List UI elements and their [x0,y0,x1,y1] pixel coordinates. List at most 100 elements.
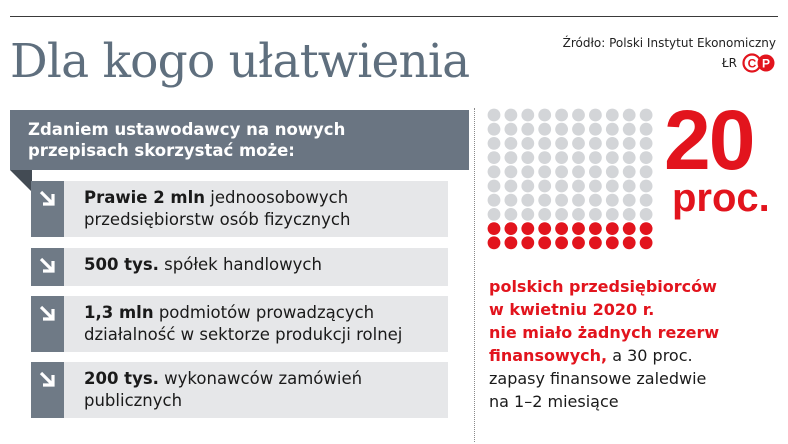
dot [555,151,568,164]
dot [555,208,568,221]
arrow-down-right-icon [31,181,64,237]
svg-text:C: C [748,57,757,71]
dot [504,137,518,150]
dot-highlighted [504,236,518,250]
dot [589,151,602,164]
dot-highlighted [487,236,501,250]
dot [622,108,636,122]
item-description: wykonawców zamówień publicznych [84,369,363,410]
dot [504,165,518,179]
stat-value: 20 [664,93,755,187]
dot-highlighted [639,236,653,250]
dot [504,122,518,136]
dot [639,151,653,164]
item-text: 500 tys. spółek handlowych [64,248,332,286]
dot [521,122,535,136]
dot [622,193,636,207]
item-highlight: Prawie 2 mln [84,188,206,207]
stat-line: w kwietniu 2020 r. [489,300,655,319]
dot [538,122,552,136]
item-description: spółek handlowych [158,255,322,274]
dot [521,208,535,221]
dot-highlighted [605,222,619,235]
list-item: 500 tys. spółek handlowych [31,248,448,286]
dot [538,137,552,150]
dot [605,108,619,122]
dot [521,108,535,122]
cp-logo: C P [742,53,776,73]
dot-highlighted [589,236,602,250]
dot [605,193,619,207]
dot [538,193,552,207]
item-highlight: 1,3 mln [84,303,154,322]
page-title: Dla kogo ułatwienia [10,34,470,89]
stat-line-emphasis: finansowych, [489,346,608,365]
item-text: 200 tys. wykonawców zamówień publicznych [64,362,448,418]
item-text: 1,3 mln podmiotów prowadzących działalno… [64,296,448,352]
dot [504,151,518,164]
dot [572,193,585,207]
source-line: Źródło: Polski Instytut Ekonomiczny [562,36,776,50]
dot [639,108,653,122]
dot [521,151,535,164]
dot [605,165,619,179]
dot [572,151,585,164]
dot [487,193,501,207]
dot [504,208,518,221]
dot [538,151,552,164]
item-text: Prawie 2 mln jednoosobowych przedsiębior… [64,181,448,237]
dot [639,137,653,150]
column-divider [474,108,475,442]
dot-highlighted [572,236,585,250]
arrow-down-right-icon [31,362,64,418]
dot-highlighted [639,222,653,235]
dot [605,208,619,221]
dot-highlighted [538,222,552,235]
dot-highlighted [487,222,501,235]
author-initials: ŁR [721,56,737,70]
arrow-down-right-icon [31,248,64,286]
svg-text:P: P [762,57,770,71]
dot [572,137,585,150]
dot [521,179,535,193]
dot-highlighted [521,222,535,235]
stat-line: nie miało żadnych rezerw [489,323,720,342]
dot [622,165,636,179]
dot [487,137,501,150]
dot [622,179,636,193]
dot [639,165,653,179]
dot [487,165,501,179]
dot [605,137,619,150]
dot [639,179,653,193]
dot [589,193,602,207]
item-highlight: 500 tys. [84,255,159,274]
header-notch [10,170,32,192]
dot [538,165,552,179]
arrow-down-right-icon [31,296,64,352]
dot [605,122,619,136]
dot [572,208,585,221]
dot [622,122,636,136]
dot [555,165,568,179]
dot-highlighted [555,236,568,250]
stat-line: zapasy finansowe zaledwie [489,369,707,388]
dot-highlighted [589,222,602,235]
dot [555,108,568,122]
item-description: podmiotów prowadzących działalność w sek… [84,303,403,344]
dot-highlighted [504,222,518,235]
stat-line: polskich przedsiębiorców [489,277,717,296]
dot-highlighted [622,222,636,235]
dot [572,179,585,193]
dot [521,193,535,207]
dot [639,208,653,221]
dot-highlighted [521,236,535,250]
dot [622,208,636,221]
dot [589,179,602,193]
dot-highlighted [605,236,619,250]
dot [589,137,602,150]
stat-line: finansowych, a 30 proc. [489,344,784,367]
stat-note: finansowych, a 30 proc. zapasy finansowe… [489,344,784,413]
dot [639,193,653,207]
item-highlight: 200 tys. [84,369,159,388]
dot [555,137,568,150]
